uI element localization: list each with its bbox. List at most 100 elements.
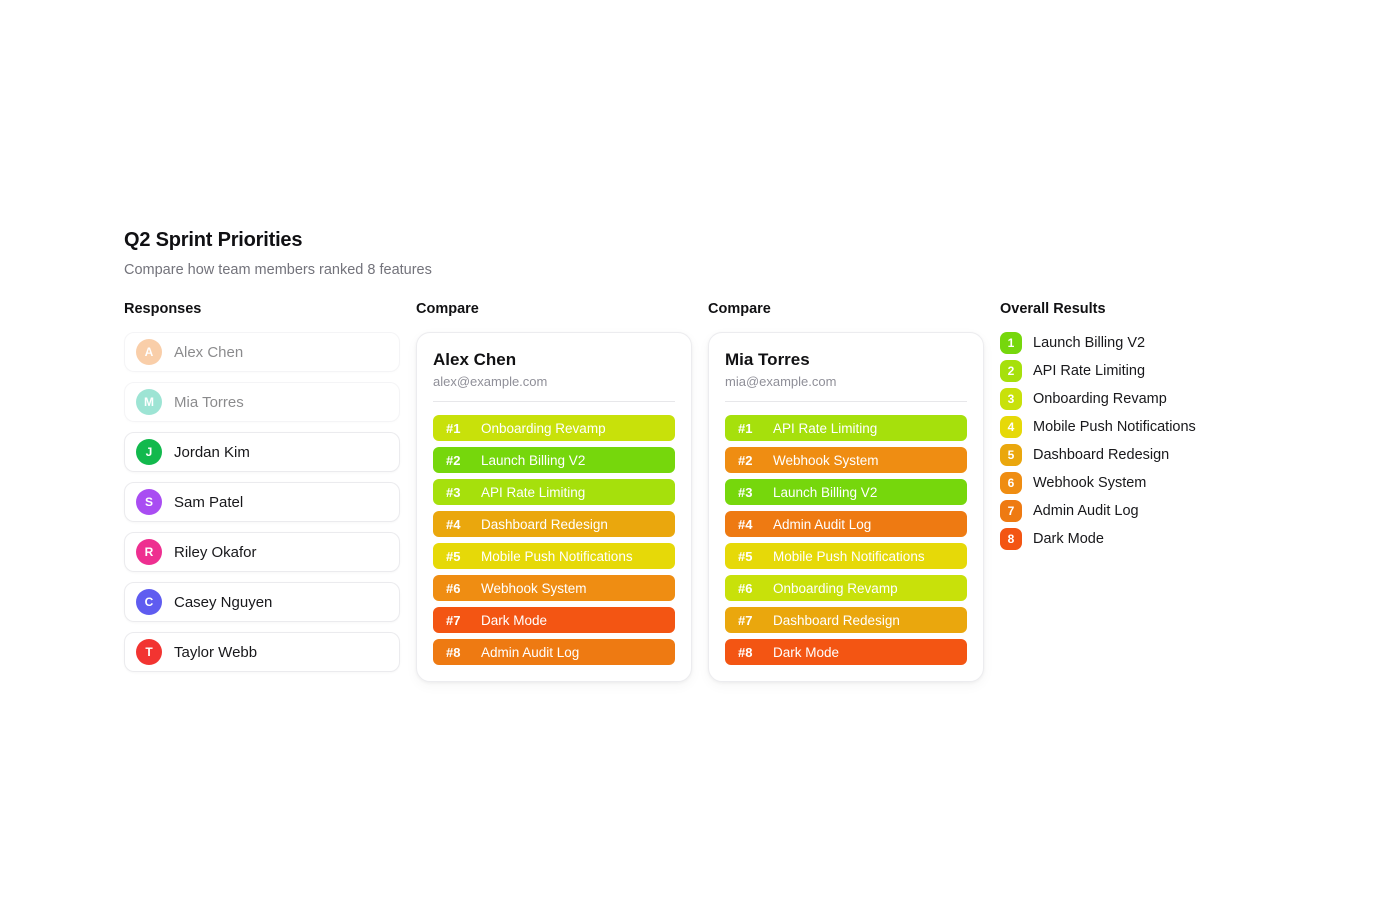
panel-member-name: Alex Chen bbox=[433, 350, 517, 369]
avatar: J bbox=[136, 439, 162, 465]
rank-label: #3 bbox=[738, 484, 753, 500]
overall-feature-label: Dark Mode bbox=[1033, 531, 1104, 547]
ranking-bar: #3 API Rate Limiting bbox=[433, 479, 675, 505]
rank-label: #7 bbox=[446, 612, 461, 628]
feature-label: API Rate Limiting bbox=[481, 484, 586, 500]
overall-row: 4 Mobile Push Notifications bbox=[1000, 416, 1276, 438]
rank-badge: 5 bbox=[1000, 444, 1022, 466]
rank-badge: 7 bbox=[1000, 500, 1022, 522]
page-content: Q2 Sprint Priorities Compare how team me… bbox=[124, 229, 1276, 682]
ranking-bar: #6 Onboarding Revamp bbox=[725, 575, 967, 601]
rank-badge: 4 bbox=[1000, 416, 1022, 438]
compare-panel-alex-chen: Alex Chen alex@example.com #1 Onboarding… bbox=[416, 332, 692, 682]
feature-label: Mobile Push Notifications bbox=[773, 548, 925, 564]
overall-feature-label: Webhook System bbox=[1033, 475, 1147, 491]
rank-label: #1 bbox=[738, 420, 753, 436]
overall-row: 2 API Rate Limiting bbox=[1000, 360, 1276, 382]
overall-feature-label: Launch Billing V2 bbox=[1033, 335, 1146, 351]
ranking-bar: #1 Onboarding Revamp bbox=[433, 415, 675, 441]
compare-section-1: Compare Alex Chen alex@example.com #1 On… bbox=[416, 301, 692, 682]
overall-row: 5 Dashboard Redesign bbox=[1000, 444, 1276, 466]
avatar: A bbox=[136, 339, 162, 365]
overall-feature-label: Onboarding Revamp bbox=[1033, 391, 1167, 407]
member-card-casey-nguyen[interactable]: C Casey Nguyen bbox=[124, 582, 400, 622]
rank-label: #8 bbox=[738, 644, 753, 660]
rank-badge: 2 bbox=[1000, 360, 1022, 382]
ranking-bar: #4 Admin Audit Log bbox=[725, 511, 967, 537]
overall-row: 8 Dark Mode bbox=[1000, 528, 1276, 550]
ranking-bar: #2 Webhook System bbox=[725, 447, 967, 473]
rank-badge: 3 bbox=[1000, 388, 1022, 410]
feature-label: Dark Mode bbox=[481, 612, 548, 628]
feature-label: Admin Audit Log bbox=[773, 516, 872, 532]
member-card-alex-chen[interactable]: A Alex Chen bbox=[124, 332, 400, 372]
member-card-riley-okafor[interactable]: R Riley Okafor bbox=[124, 532, 400, 572]
ranking-bar: #8 Dark Mode bbox=[725, 639, 967, 665]
feature-label: Mobile Push Notifications bbox=[481, 548, 633, 564]
avatar: M bbox=[136, 389, 162, 415]
rank-label: #1 bbox=[446, 420, 461, 436]
overall-results-section: Overall Results 1 Launch Billing V2 2 AP… bbox=[1000, 301, 1276, 556]
overall-feature-label: Admin Audit Log bbox=[1033, 503, 1139, 519]
overall-row: 7 Admin Audit Log bbox=[1000, 500, 1276, 522]
overall-results-header: Overall Results bbox=[1000, 301, 1106, 317]
rank-label: #4 bbox=[446, 516, 461, 532]
member-name: Taylor Webb bbox=[174, 643, 258, 661]
feature-label: Launch Billing V2 bbox=[481, 452, 586, 468]
compare-panel-mia-torres: Mia Torres mia@example.com #1 API Rate L… bbox=[708, 332, 984, 682]
rank-badge: 8 bbox=[1000, 528, 1022, 550]
rank-badge: 1 bbox=[1000, 332, 1022, 354]
avatar: T bbox=[136, 639, 162, 665]
compare-header-2: Compare bbox=[708, 301, 771, 317]
feature-label: Dark Mode bbox=[773, 644, 840, 660]
member-card-jordan-kim[interactable]: J Jordan Kim bbox=[124, 432, 400, 472]
page-title: Q2 Sprint Priorities bbox=[124, 229, 303, 251]
overall-row: 1 Launch Billing V2 bbox=[1000, 332, 1276, 354]
rank-label: #5 bbox=[738, 548, 753, 564]
overall-row: 3 Onboarding Revamp bbox=[1000, 388, 1276, 410]
avatar: S bbox=[136, 489, 162, 515]
member-card-taylor-webb[interactable]: T Taylor Webb bbox=[124, 632, 400, 672]
member-name: Sam Patel bbox=[174, 493, 244, 511]
member-card-sam-patel[interactable]: S Sam Patel bbox=[124, 482, 400, 522]
feature-label: Dashboard Redesign bbox=[773, 612, 900, 628]
feature-label: Onboarding Revamp bbox=[481, 420, 606, 436]
feature-label: Webhook System bbox=[773, 452, 879, 468]
overall-feature-label: Dashboard Redesign bbox=[1033, 447, 1170, 463]
responses-section: Responses A Alex Chen M Mia Torres J Jor… bbox=[124, 301, 400, 682]
overall-feature-label: Mobile Push Notifications bbox=[1033, 419, 1196, 435]
compare-header-1: Compare bbox=[416, 301, 479, 317]
ranking-bar: #5 Mobile Push Notifications bbox=[433, 543, 675, 569]
member-card-mia-torres[interactable]: M Mia Torres bbox=[124, 382, 400, 422]
feature-label: API Rate Limiting bbox=[773, 420, 878, 436]
panel-member-email: mia@example.com bbox=[725, 374, 837, 389]
member-name: Jordan Kim bbox=[174, 443, 250, 461]
compare-section-2: Compare Mia Torres mia@example.com #1 AP… bbox=[708, 301, 984, 682]
feature-label: Admin Audit Log bbox=[481, 644, 580, 660]
ranking-bar: #6 Webhook System bbox=[433, 575, 675, 601]
rank-label: #6 bbox=[738, 580, 753, 596]
rank-label: #8 bbox=[446, 644, 461, 660]
divider bbox=[725, 401, 967, 402]
ranking-bar: #5 Mobile Push Notifications bbox=[725, 543, 967, 569]
panel-member-email: alex@example.com bbox=[433, 374, 548, 389]
ranking-bar: #8 Admin Audit Log bbox=[433, 639, 675, 665]
member-name: Mia Torres bbox=[174, 393, 244, 411]
feature-label: Webhook System bbox=[481, 580, 587, 596]
member-name: Casey Nguyen bbox=[174, 593, 273, 611]
feature-label: Dashboard Redesign bbox=[481, 516, 608, 532]
rank-label: #4 bbox=[738, 516, 753, 532]
rank-label: #7 bbox=[738, 612, 753, 628]
ranking-bar: #7 Dark Mode bbox=[433, 607, 675, 633]
rank-badge: 6 bbox=[1000, 472, 1022, 494]
rank-label: #5 bbox=[446, 548, 461, 564]
member-name: Alex Chen bbox=[174, 343, 244, 361]
divider bbox=[433, 401, 675, 402]
member-name: Riley Okafor bbox=[174, 543, 257, 561]
feature-label: Onboarding Revamp bbox=[773, 580, 898, 596]
main-grid: Responses A Alex Chen M Mia Torres J Jor… bbox=[124, 301, 1276, 682]
panel-member-name: Mia Torres bbox=[725, 350, 810, 369]
responses-header: Responses bbox=[124, 301, 202, 317]
ranking-bar: #1 API Rate Limiting bbox=[725, 415, 967, 441]
rank-label: #2 bbox=[446, 452, 461, 468]
